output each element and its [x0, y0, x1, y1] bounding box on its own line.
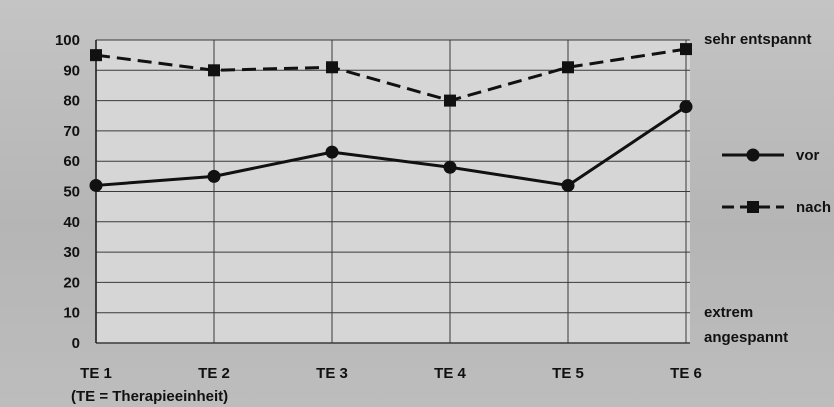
- y-tick-label: 70: [63, 123, 80, 140]
- x-axis-note: (TE = Therapieeinheit): [71, 388, 228, 405]
- y-tick-label: 20: [63, 274, 80, 291]
- y-tick-label: 60: [63, 153, 80, 170]
- y-tick-label: 10: [63, 305, 80, 322]
- y-tick-label: 90: [63, 62, 80, 79]
- x-tick-label: TE 6: [670, 365, 702, 382]
- annotation-bottom-2: angespannt: [704, 329, 788, 346]
- data-point-vor: [443, 160, 457, 174]
- legend-marker-vor: [746, 148, 760, 162]
- data-point-nach: [326, 61, 338, 74]
- legend-label-vor: vor: [796, 147, 820, 164]
- x-tick-label: TE 3: [316, 365, 348, 382]
- annotation-bottom-1: extrem: [704, 304, 753, 321]
- y-tick-label: 40: [63, 214, 80, 231]
- data-point-vor: [679, 100, 693, 114]
- y-tick-label: 30: [63, 244, 80, 261]
- y-tick-label: 0: [72, 335, 80, 352]
- x-tick-label: TE 5: [552, 365, 584, 382]
- data-point-vor: [89, 178, 103, 192]
- legend-marker-nach: [747, 201, 759, 213]
- data-point-vor: [207, 169, 221, 183]
- data-point-nach: [680, 43, 692, 56]
- data-point-vor: [325, 145, 339, 159]
- data-point-vor: [561, 178, 575, 192]
- y-tick-label: 100: [55, 32, 80, 49]
- annotation-top: sehr entspannt: [704, 31, 812, 48]
- x-tick-label: TE 2: [198, 365, 230, 382]
- series-line-nach: [95, 47, 687, 103]
- data-point-nach: [208, 64, 220, 77]
- data-point-nach: [562, 61, 574, 74]
- y-tick-label: 50: [63, 184, 80, 201]
- x-tick-label: TE 4: [434, 365, 466, 382]
- legend-label-nach: nach: [796, 199, 831, 216]
- data-point-nach: [444, 94, 456, 107]
- y-tick-label: 80: [63, 93, 80, 110]
- x-tick-label: TE 1: [80, 365, 112, 382]
- series-line-vor: [95, 105, 687, 187]
- data-point-nach: [90, 49, 102, 62]
